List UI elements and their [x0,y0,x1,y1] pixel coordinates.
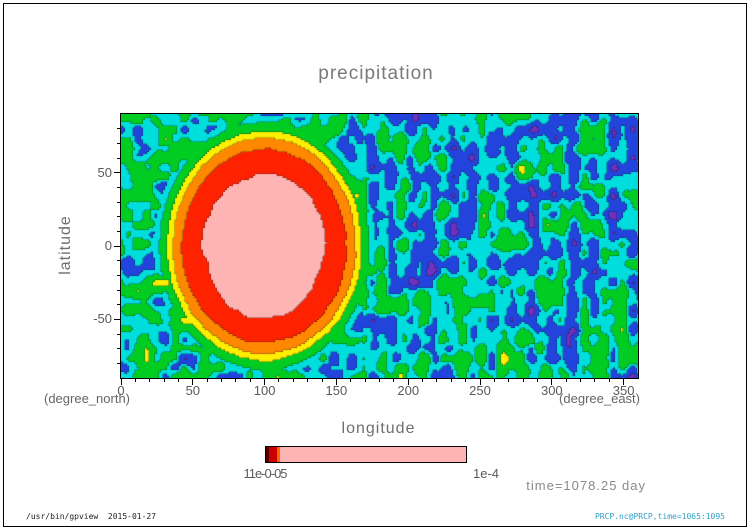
y-minor-tick [117,274,120,276]
x-minor-tick [508,379,510,382]
y-minor-tick [117,348,120,350]
x-major-tick [551,379,553,385]
x-major-tick [192,379,194,385]
y-major-tick [114,172,120,174]
y-minor-tick [117,362,120,364]
colorbar-label-left: 11e-0-05 [243,466,287,481]
colorbar-label-right: 1e-4 [472,466,500,481]
footer-dataset: PRCP.nc@PRCP,time=1065:1095 [594,512,725,521]
y-minor-tick [117,186,120,188]
x-minor-tick [608,379,610,382]
colorbar-segment [269,447,277,462]
y-tick-label: 50 [97,164,112,180]
x-minor-tick [465,379,467,382]
x-minor-tick [565,379,567,382]
x-minor-tick [393,379,395,382]
x-tick-label: 200 [397,383,420,398]
x-minor-tick [292,379,294,382]
x-minor-tick [221,379,223,382]
y-major-tick [114,318,120,320]
y-major-tick [114,245,120,247]
x-minor-tick [321,379,323,382]
time-annotation: time=1078.25 day [526,478,646,493]
plot-frame [120,113,639,379]
y-minor-tick [117,289,120,291]
x-minor-tick [522,379,524,382]
x-minor-tick [450,379,452,382]
colorbar-segment [277,447,280,462]
y-tick-label: 0 [104,238,112,253]
x-major-tick [335,379,337,385]
chart-title: precipitation [318,63,434,84]
x-major-tick [407,379,409,385]
x-tick-label: 300 [540,383,563,398]
x-major-tick [120,379,122,385]
y-minor-tick [117,142,120,144]
colorbar-segment [280,447,466,462]
x-major-tick [264,379,266,385]
x-minor-tick [278,379,280,382]
x-minor-tick [249,379,251,382]
y-axis-unit: (degree_north) [44,391,130,406]
x-minor-tick [149,379,151,382]
x-minor-tick [594,379,596,382]
y-axis-label: latitude [57,215,74,275]
x-minor-tick [493,379,495,382]
x-axis-label: longitude [341,420,416,437]
colorbar [265,446,467,463]
x-minor-tick [350,379,352,382]
x-minor-tick [422,379,424,382]
x-minor-tick [436,379,438,382]
x-major-tick [479,379,481,385]
x-minor-tick [307,379,309,382]
footer-command: /usr/bin/gpview 2015-01-27 [26,512,157,521]
y-minor-tick [117,230,120,232]
y-tick-label: -50 [93,311,112,327]
y-minor-tick [117,157,120,159]
x-tick-label: 50 [185,383,201,398]
y-minor-tick [117,201,120,203]
y-minor-tick [117,304,120,306]
x-minor-tick [536,379,538,382]
x-tick-label: 0 [117,383,125,398]
x-minor-tick [206,379,208,382]
colorbar-segment [266,447,269,462]
x-minor-tick [235,379,237,382]
x-major-tick [623,379,625,385]
x-tick-label: 150 [325,383,348,398]
x-minor-tick [379,379,380,382]
x-minor-tick [364,379,366,382]
x-minor-tick [177,379,179,382]
x-tick-label: 100 [253,383,276,398]
x-axis-unit: (degree_east) [559,391,640,406]
x-minor-tick [163,379,165,382]
x-minor-tick [580,379,582,382]
x-tick-label: 350 [612,383,635,398]
contour-canvas [121,114,638,378]
y-minor-tick [117,216,120,218]
y-minor-tick [117,260,120,262]
x-tick-label: 250 [469,383,491,398]
y-minor-tick [117,333,120,335]
y-minor-tick [117,128,120,130]
x-minor-tick [134,379,136,382]
